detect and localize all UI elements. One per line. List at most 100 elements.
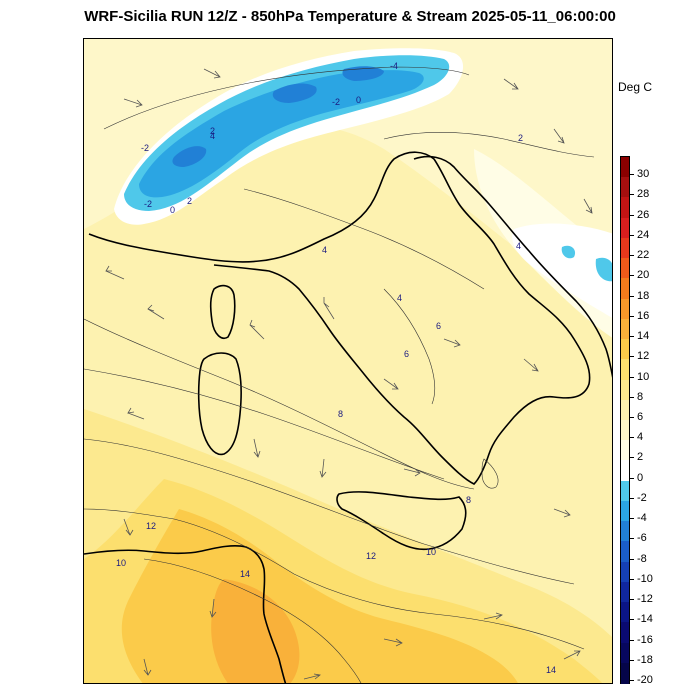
colorbar-segment (621, 521, 629, 543)
colorbar-tick (630, 356, 634, 358)
colorbar-label: 14 (637, 330, 650, 343)
colorbar-label: 24 (637, 228, 650, 241)
contour-line (243, 188, 485, 290)
colorbar-segment (621, 157, 629, 178)
colorbar-tick (630, 578, 634, 580)
wind-arrow (383, 638, 403, 647)
alps-deep-blue-cell-2 (172, 146, 207, 167)
colorbar-label: -2 (637, 491, 647, 504)
contour-line (383, 288, 435, 405)
colorbar-segment (621, 602, 629, 624)
contour-label: 2 (518, 133, 523, 143)
colorbar-label: 30 (637, 168, 650, 181)
wind-arrow (123, 98, 143, 108)
contour-label: 10 (116, 558, 126, 568)
contour-line (84, 508, 585, 650)
colorbar-label: -8 (637, 552, 647, 565)
colorbar-segment (621, 561, 629, 583)
contour-line (481, 458, 499, 489)
contour-line (383, 131, 595, 158)
wind-arrow (123, 518, 134, 536)
colorbar-segment (621, 480, 629, 502)
wind-arrow (323, 297, 335, 320)
coastline-sardinia (197, 352, 242, 456)
colorbar-tick (630, 599, 634, 601)
colorbar-label: 28 (637, 188, 650, 201)
colorbar-segment (621, 581, 629, 603)
contour-label: 4 (210, 131, 215, 141)
colorbar-segment (621, 541, 629, 563)
colorbar-segment (621, 642, 629, 664)
colorbar-segment (621, 197, 629, 219)
colorbar-label: 20 (637, 269, 650, 282)
colorbar-label: 26 (637, 208, 650, 221)
colorbar-tick (630, 659, 634, 661)
contour-label: 12 (146, 521, 156, 531)
wind-arrow (523, 358, 539, 372)
contour-label: -4 (390, 61, 398, 71)
wind-arrow (583, 198, 593, 214)
colorbar-label: 8 (637, 390, 644, 403)
colorbar-segment (621, 399, 629, 421)
colorbar-tick (630, 396, 634, 398)
contour-label: 4 (322, 245, 327, 255)
colorbar-tick (630, 376, 634, 378)
wind-arrow (127, 407, 145, 420)
colorbar-tick (630, 416, 634, 418)
colorbar-label: -10 (637, 572, 653, 585)
colorbar-segment (621, 318, 629, 340)
colorbar-label: -4 (637, 512, 647, 525)
colorbar-label: 6 (637, 410, 644, 423)
colorbar-label: 18 (637, 289, 650, 302)
wind-arrow (303, 673, 321, 680)
colorbar-tick (630, 234, 634, 236)
colorbar-tick (630, 639, 634, 641)
colorbar-tick (630, 255, 634, 257)
colorbar-tick (630, 336, 634, 338)
cold-cyan-east-1 (561, 245, 576, 259)
contour-label: 14 (546, 665, 556, 675)
colorbar-segment (621, 359, 629, 381)
temperature-map: -4 -2 0 -2 0 2 2 4 -2 2 4 4 4 6 6 8 8 10… (84, 39, 612, 683)
wind-arrow (563, 650, 581, 660)
contour-label: 10 (426, 547, 436, 557)
wind-arrow (503, 78, 519, 90)
colorbar (620, 156, 630, 684)
colorbar-label: 16 (637, 309, 650, 322)
colorbar-label: -12 (637, 593, 653, 606)
units-label: Deg C (618, 80, 653, 94)
colorbar-tick (630, 477, 634, 479)
colorbar-tick (630, 194, 634, 196)
warm-band-orange (211, 579, 300, 683)
colorbar-tick (630, 275, 634, 277)
coastline-balkans (413, 155, 612, 378)
colorbar-label: 2 (637, 451, 644, 464)
contour-line (103, 66, 470, 130)
contour-label: 4 (397, 293, 402, 303)
colorbar-tick (630, 437, 634, 439)
colorbar-segment (621, 278, 629, 300)
wind-arrow (143, 658, 152, 676)
contour-label: 6 (436, 321, 441, 331)
colorbar-label: 12 (637, 350, 650, 363)
contour-label: 2 (187, 196, 192, 206)
wind-arrow (203, 68, 221, 79)
colorbar-tick (630, 679, 634, 681)
colorbar-segment (621, 379, 629, 401)
wind-arrow (483, 612, 503, 620)
temperature-contours (84, 66, 595, 683)
wind-arrow (403, 468, 421, 477)
contour-line (84, 438, 575, 585)
contour-label: 8 (466, 495, 471, 505)
chart-title: WRF-Sicilia RUN 12/Z - 850hPa Temperatur… (84, 8, 616, 25)
colorbar-tick (630, 457, 634, 459)
colorbar-tick (630, 558, 634, 560)
colorbar-segment (621, 440, 629, 462)
contour-label: 0 (356, 95, 361, 105)
contour-label: 12 (366, 551, 376, 561)
wind-arrow (443, 338, 461, 348)
colorbar-label: 4 (637, 431, 644, 444)
wind-arrow (249, 319, 265, 340)
colorbar-label: 22 (637, 249, 650, 262)
colorbar-segment (621, 500, 629, 522)
